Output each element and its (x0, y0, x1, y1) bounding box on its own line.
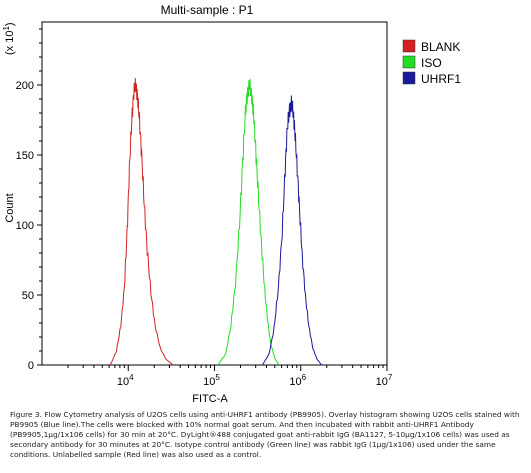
chart-title: Multi-sample : P1 (161, 3, 254, 17)
x-tick-label: 106 (289, 373, 306, 388)
series-line-iso (217, 78, 280, 366)
y-multiplier-label: (x 101) (2, 22, 16, 55)
legend-swatch-iso (402, 55, 416, 69)
x-tick-label: 107 (376, 373, 393, 388)
plot-frame (41, 21, 388, 366)
legend-label-blank: BLANK (421, 40, 460, 54)
y-tick-label: 200 (16, 80, 34, 92)
legend-label-uhrf1: UHRF1 (421, 72, 461, 86)
y-tick-label: 100 (16, 220, 34, 232)
y-multiplier-base: (x 10 (4, 31, 16, 55)
y-tick-label: 0 (28, 360, 34, 372)
x-tick-label: 105 (203, 373, 220, 388)
y-axis-ticks: 0 50 100 150 200 (16, 28, 42, 372)
x-axis-ticks: 104 105 106 107 (67, 365, 393, 388)
legend-swatch-uhrf1 (402, 71, 416, 85)
y-multiplier-close: ) (4, 22, 16, 26)
x-axis-label: FITC-A (192, 393, 228, 405)
y-tick-label: 150 (16, 150, 34, 162)
y-tick-label: 50 (22, 290, 34, 302)
figure-caption: Figure 3. Flow Cytometry analysis of U2O… (10, 410, 520, 459)
x-tick-label: 104 (117, 373, 134, 388)
y-axis-label: Count (4, 193, 16, 222)
y-multiplier-exponent: 1 (2, 26, 11, 31)
series-line-uhrf1 (262, 95, 323, 366)
legend: BLANK ISO UHRF1 (402, 39, 461, 86)
legend-label-iso: ISO (421, 56, 442, 70)
legend-swatch-blank (402, 39, 416, 53)
series-line-blank (109, 78, 174, 366)
histogram-series (109, 78, 323, 366)
